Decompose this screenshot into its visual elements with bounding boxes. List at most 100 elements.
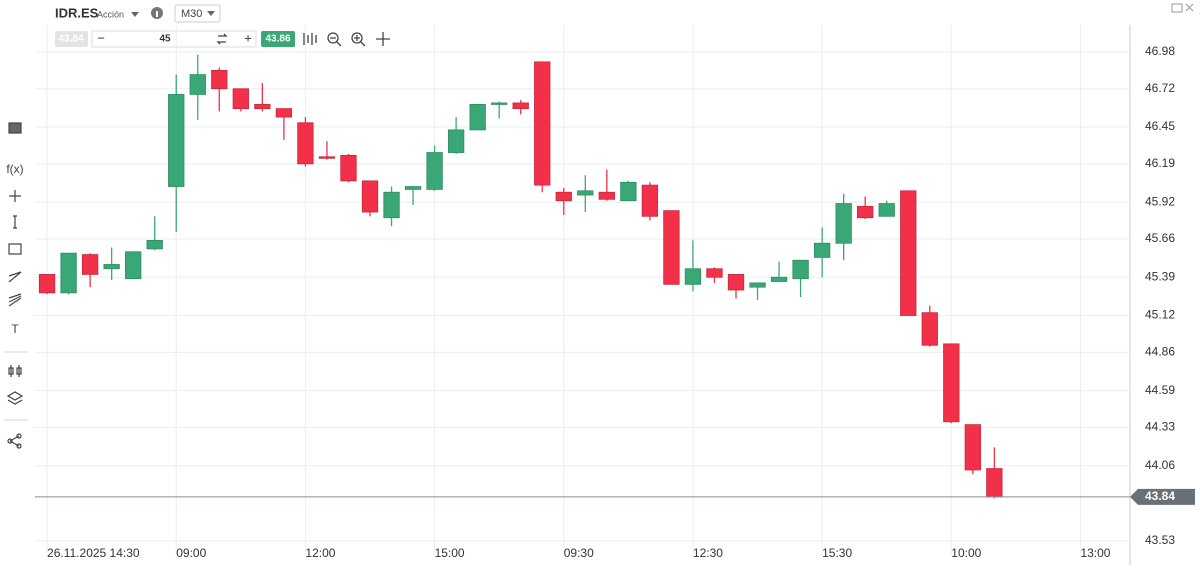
candle-body [964, 424, 981, 471]
plot [38, 54, 1003, 499]
timeframe-arrow [207, 11, 215, 16]
last-price-tag [1130, 488, 1195, 505]
text-tool[interactable]: T [11, 322, 19, 336]
toolbar-divider [4, 351, 28, 421]
y-tick-label: 43.53 [1145, 533, 1175, 547]
y-tick-label: 46.19 [1145, 156, 1175, 170]
info-glyph [156, 11, 158, 17]
last-price-label: 43.84 [1145, 489, 1175, 503]
symbol-dropdown[interactable] [131, 12, 139, 17]
plus-button[interactable]: + [244, 30, 252, 45]
y-tick-label: 44.06 [1145, 458, 1175, 472]
candle-body [684, 268, 702, 285]
gann-tool[interactable] [8, 293, 22, 307]
share-dot [7, 438, 13, 444]
zoom-out-icon[interactable] [327, 32, 339, 44]
chart-tools [303, 32, 390, 47]
symbol[interactable]: IDR.ES [55, 5, 99, 20]
pan-icon[interactable] [376, 32, 390, 46]
candle-body [792, 259, 809, 280]
candle-body [491, 102, 508, 105]
candle-body [813, 242, 831, 258]
candle-body [103, 264, 120, 270]
candle-body [211, 69, 228, 90]
candle-body [857, 205, 874, 219]
indicator-tool[interactable] [8, 365, 22, 377]
sell-price[interactable]: 43.84 [58, 34, 83, 45]
x-tick-label: 09:00 [176, 546, 206, 560]
swap-icon[interactable] [216, 33, 228, 45]
y-tick-label: 46.98 [1145, 44, 1175, 58]
candle-body [900, 190, 917, 316]
sell-box[interactable] [55, 31, 88, 47]
candle-body [620, 181, 637, 202]
candle-body [770, 276, 788, 282]
quantity[interactable]: 45 [159, 34, 171, 45]
candle-body [512, 102, 529, 110]
buy-box[interactable] [261, 31, 295, 47]
candle-body [986, 468, 1003, 498]
y-tick-label: 45.66 [1145, 231, 1175, 245]
window-controls[interactable] [1171, 3, 1194, 13]
candle-body [125, 251, 142, 280]
candle-body [555, 191, 572, 202]
x-tick-label: 13:00 [1080, 546, 1110, 560]
candle-body [749, 282, 766, 288]
zoom-out-glyph [330, 37, 342, 47]
candle-body [577, 190, 594, 196]
timeframe-box[interactable] [174, 4, 221, 23]
candle-body [318, 156, 336, 159]
quantity-field[interactable] [91, 30, 257, 48]
share-dot [16, 433, 22, 439]
minus-button[interactable]: − [97, 30, 105, 45]
y-tick-label: 46.45 [1145, 119, 1175, 133]
y-tick-label: 44.59 [1145, 383, 1175, 397]
candle-body [254, 103, 271, 110]
candle-body [921, 312, 938, 346]
share-dot [16, 443, 22, 449]
candle-body [297, 122, 314, 165]
candle-body [943, 343, 960, 423]
x-tick-label: 15:30 [822, 546, 852, 560]
candle-body [469, 103, 486, 131]
y-tick-label: 45.39 [1145, 269, 1175, 283]
buy-price[interactable]: 43.86 [265, 34, 290, 45]
x-tick-label: 09:30 [564, 546, 594, 560]
candle-body [534, 61, 551, 186]
candle-body [727, 274, 745, 291]
y-tick-label: 46.72 [1145, 81, 1175, 95]
y-tick-label: 45.92 [1145, 194, 1175, 208]
candle-body [878, 203, 895, 217]
candle-body [706, 268, 723, 278]
candle-body [663, 210, 680, 285]
candle-body [447, 129, 465, 153]
shape-tool[interactable] [8, 243, 22, 255]
overlay: 43.84 [35, 488, 1195, 505]
x-tick-label: 26.11.2025 14:30 [47, 546, 140, 560]
chart-type-tool[interactable] [8, 122, 22, 134]
candle-body [232, 88, 249, 110]
measure-tool[interactable] [13, 215, 17, 229]
left-toolbar [4, 122, 28, 449]
candle-body [835, 203, 852, 244]
x-tick-label: 10:00 [951, 546, 981, 560]
layers-tool[interactable] [6, 391, 24, 405]
function-tool[interactable]: f(x) [6, 162, 23, 176]
y-tick-label: 44.33 [1145, 420, 1175, 434]
candle-body [426, 152, 443, 190]
candle-body [60, 252, 77, 294]
candle-type-icon[interactable] [303, 33, 317, 45]
grid: 46.98 46.72 46.45 46.19 45.92 45.66 45.39 45.12… [35, 25, 1175, 565]
x-tick-label: 15:00 [435, 546, 465, 560]
candle-body [38, 274, 56, 294]
timeframe[interactable]: M30 [181, 8, 202, 20]
candle-body [146, 240, 163, 250]
candle-body [383, 191, 400, 219]
crosshair-tool[interactable] [9, 190, 21, 202]
candle-body [598, 191, 615, 200]
asset-type: Acción [97, 9, 124, 19]
candle-body [641, 184, 659, 217]
zoom-in-icon[interactable] [351, 32, 363, 44]
fib-tool[interactable] [8, 271, 22, 283]
